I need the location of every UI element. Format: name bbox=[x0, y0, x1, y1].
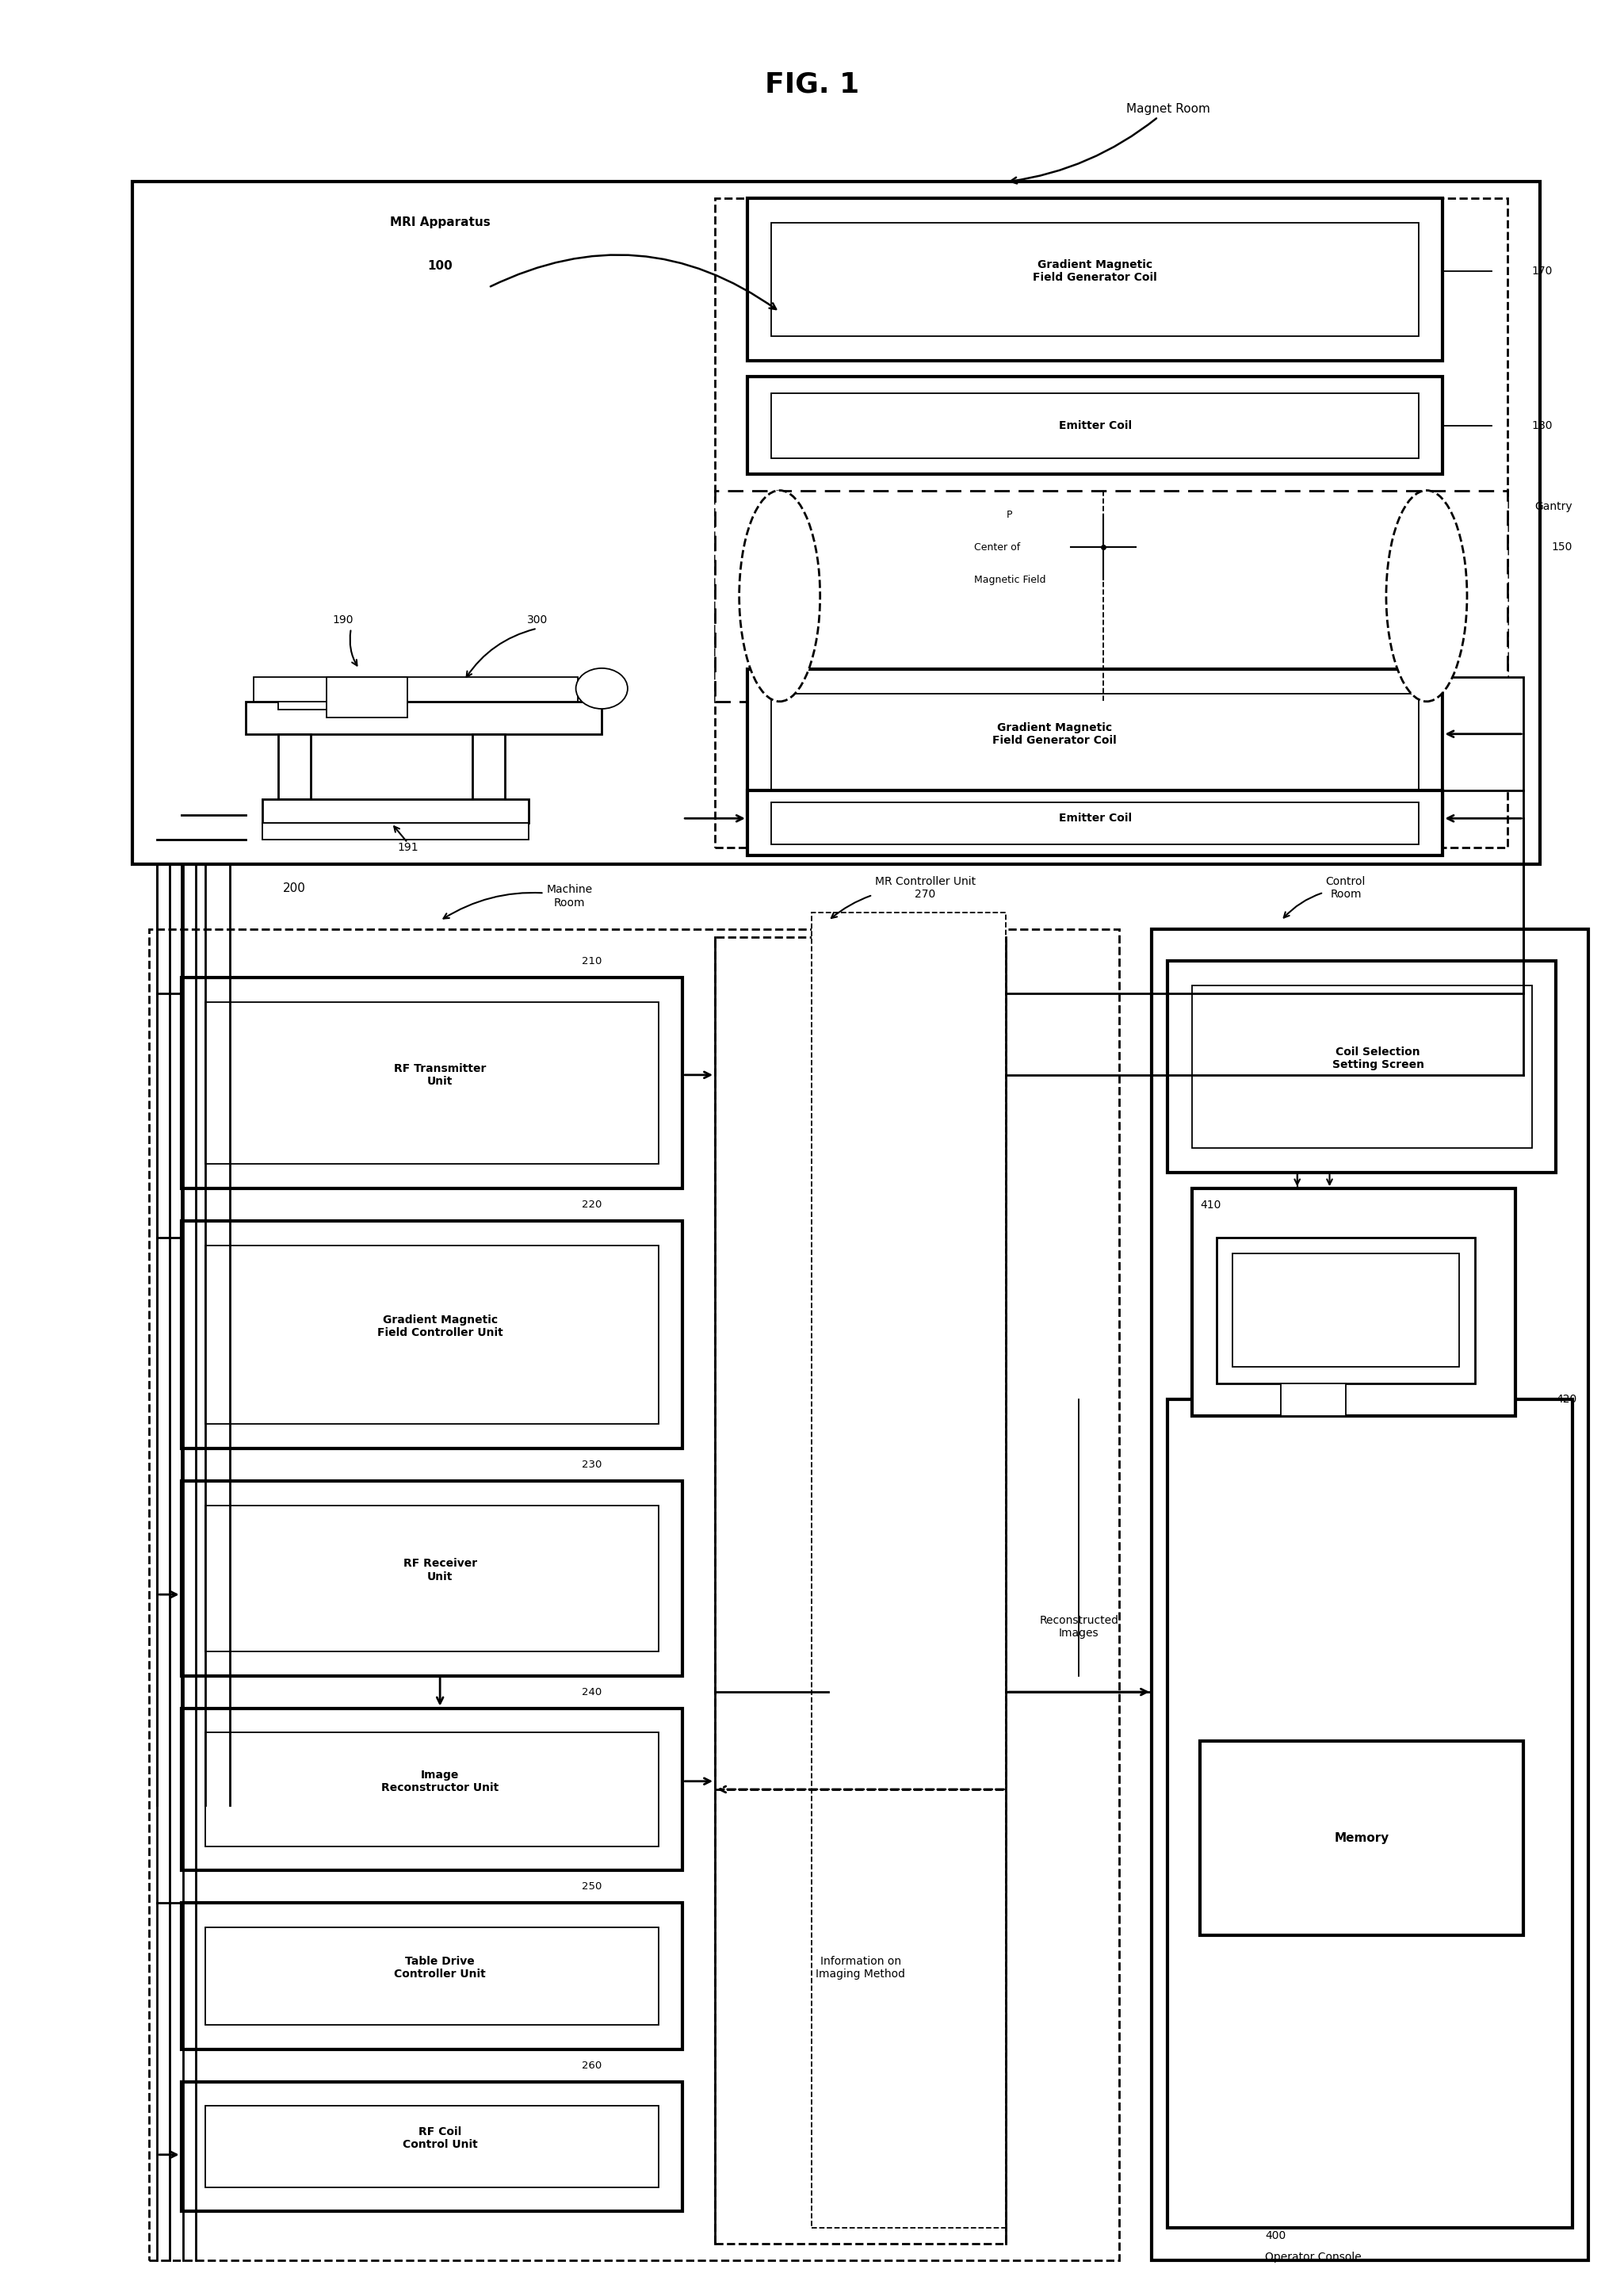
Bar bbox=[206, 1244, 658, 1424]
Bar bbox=[771, 223, 1418, 335]
Text: Reconstructed
Images: Reconstructed Images bbox=[1039, 1614, 1119, 1639]
Text: Coil Selection
Setting Screen: Coil Selection Setting Screen bbox=[1332, 1047, 1424, 1070]
Text: Magnetic Field: Magnetic Field bbox=[974, 574, 1046, 585]
Bar bbox=[1192, 985, 1531, 1148]
Text: 300: 300 bbox=[526, 615, 547, 627]
Text: 230: 230 bbox=[581, 1460, 603, 1469]
Bar bbox=[326, 677, 408, 719]
Bar bbox=[747, 197, 1442, 360]
Bar bbox=[1168, 962, 1556, 1173]
Bar bbox=[182, 978, 682, 1189]
Ellipse shape bbox=[1387, 491, 1466, 703]
Text: Gradient Magnetic
Field Generator Coil: Gradient Magnetic Field Generator Coil bbox=[992, 721, 1117, 746]
Bar bbox=[715, 491, 1507, 703]
Bar bbox=[1168, 1401, 1572, 2227]
Text: 210: 210 bbox=[581, 955, 603, 967]
Text: 191: 191 bbox=[398, 843, 419, 854]
Bar bbox=[747, 790, 1442, 856]
Bar bbox=[1216, 1238, 1475, 1384]
Bar bbox=[261, 799, 529, 824]
Text: 100: 100 bbox=[427, 259, 453, 273]
Bar bbox=[1192, 1189, 1515, 1417]
Text: 260: 260 bbox=[581, 2060, 603, 2071]
Text: FIG. 1: FIG. 1 bbox=[765, 71, 859, 99]
Bar bbox=[1200, 1740, 1523, 1936]
Text: RF Receiver
Unit: RF Receiver Unit bbox=[403, 1559, 477, 1582]
Text: 400: 400 bbox=[1265, 2229, 1286, 2241]
Text: Gradient Magnetic
Field Generator Coil: Gradient Magnetic Field Generator Coil bbox=[1033, 259, 1158, 282]
Text: Memory: Memory bbox=[1335, 1832, 1390, 1844]
Bar bbox=[206, 2105, 658, 2188]
Ellipse shape bbox=[739, 491, 820, 703]
Bar bbox=[812, 912, 1007, 2227]
Bar bbox=[149, 930, 1119, 2259]
Bar bbox=[245, 703, 603, 735]
Bar bbox=[278, 684, 391, 709]
Text: 150: 150 bbox=[1551, 542, 1572, 553]
Text: 180: 180 bbox=[1531, 420, 1553, 432]
Bar bbox=[715, 197, 1507, 847]
Text: 420: 420 bbox=[1556, 1394, 1577, 1405]
Bar bbox=[1233, 1254, 1458, 1366]
Text: Machine
Room: Machine Room bbox=[443, 884, 593, 918]
Bar bbox=[133, 181, 1540, 863]
Bar bbox=[253, 677, 578, 703]
Text: RF Transmitter
Unit: RF Transmitter Unit bbox=[395, 1063, 486, 1086]
Bar bbox=[473, 735, 505, 799]
Text: 240: 240 bbox=[581, 1688, 603, 1697]
Bar bbox=[747, 377, 1442, 475]
Text: MRI Apparatus: MRI Apparatus bbox=[390, 216, 490, 227]
Bar bbox=[278, 735, 310, 799]
Text: MR Controller Unit
270: MR Controller Unit 270 bbox=[831, 877, 976, 918]
Bar bbox=[182, 1221, 682, 1449]
Text: Emitter Coil: Emitter Coil bbox=[1059, 813, 1132, 824]
Text: RF Coil
Control Unit: RF Coil Control Unit bbox=[403, 2126, 477, 2151]
Bar bbox=[182, 1903, 682, 2048]
Bar bbox=[182, 1481, 682, 1676]
Bar bbox=[771, 801, 1418, 845]
Bar bbox=[1442, 677, 1523, 790]
Bar bbox=[1151, 930, 1588, 2259]
Text: Emitter Coil: Emitter Coil bbox=[1059, 420, 1132, 432]
Text: Control
Room: Control Room bbox=[1283, 877, 1366, 918]
Bar bbox=[182, 1708, 682, 1871]
Bar bbox=[1281, 1384, 1346, 1417]
Text: Table Drive
Controller Unit: Table Drive Controller Unit bbox=[395, 1956, 486, 1979]
Text: 170: 170 bbox=[1531, 266, 1553, 278]
Bar bbox=[771, 393, 1418, 457]
Bar bbox=[747, 668, 1442, 815]
Text: P: P bbox=[1007, 510, 1012, 519]
Text: 220: 220 bbox=[581, 1201, 603, 1210]
Text: 410: 410 bbox=[1200, 1199, 1221, 1210]
Ellipse shape bbox=[577, 668, 627, 709]
Bar bbox=[206, 1926, 658, 2025]
Text: Gradient Magnetic
Field Controller Unit: Gradient Magnetic Field Controller Unit bbox=[377, 1316, 503, 1339]
Text: 190: 190 bbox=[333, 615, 354, 627]
Text: Gantry: Gantry bbox=[1535, 501, 1572, 512]
Bar bbox=[771, 693, 1418, 790]
Text: Information on
Imaging Method: Information on Imaging Method bbox=[815, 1956, 905, 1979]
Bar bbox=[206, 1001, 658, 1164]
Bar bbox=[206, 1506, 658, 1651]
Text: 200: 200 bbox=[283, 882, 305, 893]
Text: Operator Console: Operator Console bbox=[1265, 2252, 1361, 2262]
Bar bbox=[206, 1733, 658, 1846]
Bar bbox=[182, 2082, 682, 2211]
Bar bbox=[715, 937, 1007, 2243]
Text: Center of: Center of bbox=[974, 542, 1020, 553]
Text: Image
Reconstructor Unit: Image Reconstructor Unit bbox=[382, 1770, 499, 1793]
Text: 250: 250 bbox=[581, 1883, 603, 1892]
Text: Magnet Room: Magnet Room bbox=[1010, 103, 1210, 184]
Bar bbox=[261, 824, 529, 840]
